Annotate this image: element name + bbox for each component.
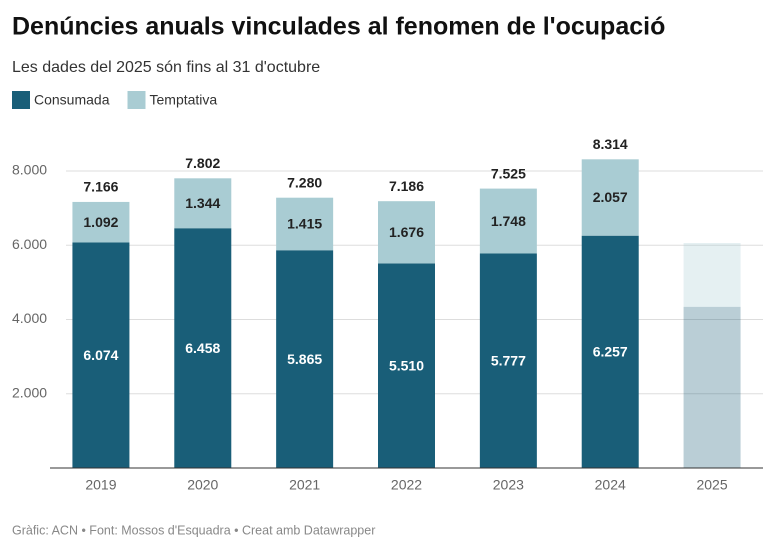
bar-segment — [174, 178, 232, 229]
legend-label: Temptativa — [150, 92, 218, 108]
x-tick-label: 2022 — [391, 477, 422, 493]
y-tick-label: 4.000 — [12, 310, 47, 326]
legend-swatch — [127, 91, 146, 109]
total-label: 7.280 — [287, 174, 322, 190]
value-label: 5.510 — [389, 357, 424, 373]
bar-segment — [683, 306, 741, 468]
value-label: 5.865 — [287, 351, 322, 367]
bar-segment — [581, 159, 639, 236]
value-label: 1.415 — [287, 216, 322, 232]
bar-segment — [72, 242, 130, 468]
legend-label: Consumada — [34, 92, 110, 108]
y-tick-label: 8.000 — [12, 162, 47, 178]
bar-segment — [174, 228, 232, 468]
total-label: 7.166 — [83, 179, 118, 195]
bar-segment — [72, 201, 130, 243]
bar-segment — [683, 242, 741, 307]
value-label: 1.344 — [185, 195, 220, 211]
x-tick-label: 2019 — [85, 477, 116, 493]
chart-subtitle: Les dades del 2025 són fins al 31 d'octu… — [12, 59, 320, 76]
chart-title: Denúncies anuals vinculades al fenomen d… — [12, 13, 665, 41]
value-label: 6.458 — [185, 340, 220, 356]
value-label: 6.074 — [83, 347, 118, 363]
bar-segment — [276, 250, 334, 468]
x-tick-label: 2021 — [289, 477, 320, 493]
total-label: 8.314 — [593, 136, 628, 152]
value-label: 6.257 — [593, 344, 628, 360]
footer: Gràfic: ACN • Font: Mossos d'Esquadra • … — [12, 523, 375, 537]
y-tick-label: 6.000 — [12, 236, 47, 252]
value-label: 1.676 — [389, 224, 424, 240]
value-label: 5.777 — [491, 352, 526, 368]
y-tick-label: 2.000 — [12, 384, 47, 400]
value-label: 1.748 — [491, 213, 526, 229]
total-label: 7.802 — [185, 155, 220, 171]
bar-segment — [378, 201, 435, 264]
x-tick-label: 2020 — [187, 477, 218, 493]
x-tick-label: 2024 — [595, 477, 626, 493]
x-tick-label: 2025 — [696, 477, 727, 493]
value-label: 1.092 — [83, 214, 118, 230]
total-label: 7.525 — [491, 165, 526, 181]
bar-segment — [479, 253, 537, 468]
bar-segment — [378, 263, 435, 468]
bar-segment — [276, 197, 334, 251]
legend-swatch — [12, 91, 30, 109]
bar-segment — [581, 235, 639, 468]
total-label: 7.186 — [389, 178, 424, 194]
bar-segment — [479, 188, 537, 254]
x-tick-label: 2023 — [493, 477, 524, 493]
value-label: 2.057 — [593, 189, 628, 205]
